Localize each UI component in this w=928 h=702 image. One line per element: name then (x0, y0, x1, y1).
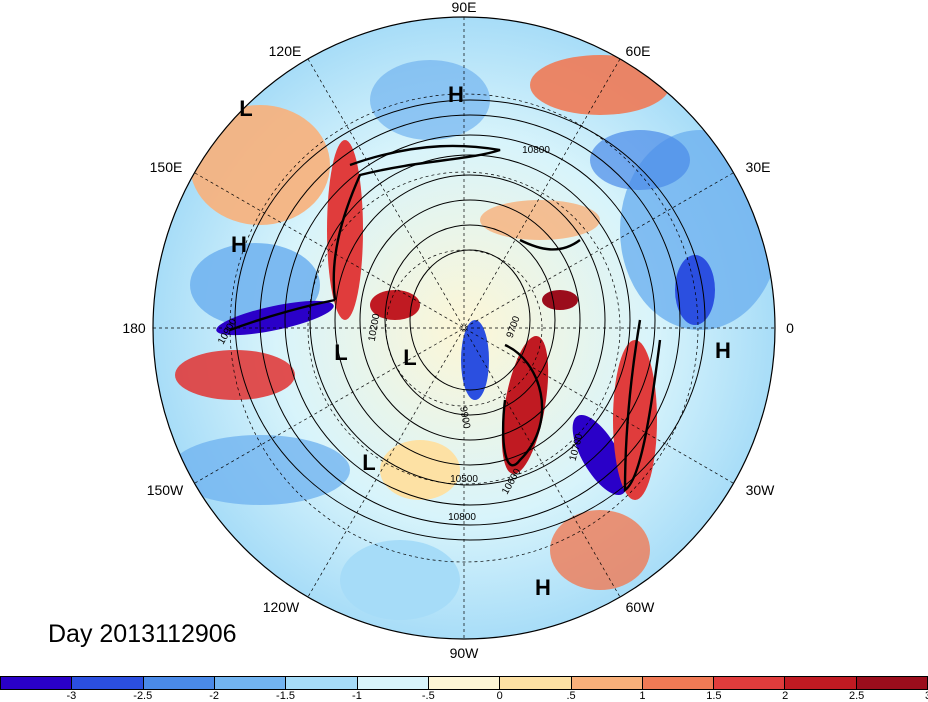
lon-label-120e: 120E (269, 43, 302, 59)
pressure-center-low: L (362, 450, 375, 475)
pressure-center-high: H (715, 338, 731, 363)
pressure-center-low: L (403, 345, 416, 370)
colorbar-swatch (500, 677, 572, 689)
pressure-center-high: H (448, 82, 464, 107)
lon-label-30e: 30E (746, 159, 771, 175)
colorbar-tick-label: 2.5 (848, 690, 865, 702)
colorbar-swatch (72, 677, 144, 689)
lon-label-180: 180 (122, 320, 146, 336)
colorbar-swatch (428, 677, 501, 689)
lon-label-90e: 90E (452, 0, 477, 15)
day-label: Day 2013112906 (48, 620, 237, 648)
lon-label-30w: 30W (746, 482, 776, 498)
lon-label-0: 0 (786, 320, 794, 336)
lon-label-150w: 150W (147, 482, 184, 498)
colorbar-tick-label: -.5 (421, 690, 435, 702)
colorbar-swatch (214, 677, 287, 689)
colorbar-swatch (714, 677, 786, 689)
colorbar-swatch (571, 677, 643, 689)
lon-label-90w: 90W (450, 645, 480, 661)
colorbar-tick-label: 1.5 (706, 690, 722, 702)
colorbar-tick-label: 1 (639, 690, 646, 702)
contour-label: 9900 (457, 406, 472, 430)
pressure-center-low: L (239, 96, 252, 121)
contour-label: 10500 (450, 474, 478, 485)
colorbar-tick-label: .5 (566, 690, 576, 702)
colorbar-tick-label: -2.5 (133, 690, 153, 702)
lon-label-60e: 60E (626, 43, 651, 59)
colorbar-swatch (785, 677, 857, 689)
colorbar-swatch (286, 677, 358, 689)
colorbar-swatch (1, 677, 73, 689)
colorbar-tick-label: 0 (496, 690, 503, 702)
lon-label-150e: 150E (150, 159, 183, 175)
colorbar-tick-label: -1.5 (276, 690, 296, 702)
colorbar-tick-label: 3 (925, 690, 928, 702)
colorbar-swatch (143, 677, 215, 689)
graticule (153, 17, 775, 639)
lon-label-120w: 120W (263, 599, 300, 615)
jet-contours (229, 144, 662, 493)
lon-label-60w: 60W (626, 599, 656, 615)
colorbar: -3 -2.5 -2 -1.5 -1 -.5 0 .5 1 1.5 2 2.5 3 (0, 676, 928, 702)
colorbar-tick-label: -2 (209, 690, 220, 702)
colorbar-swatches (0, 676, 928, 690)
contour-label: 10800 (448, 512, 476, 523)
pressure-center-low: L (334, 340, 347, 365)
colorbar-swatch (856, 677, 928, 689)
colorbar-swatch (642, 677, 715, 689)
contour-label: 10200 (367, 312, 383, 342)
colorbar-swatch (357, 677, 429, 689)
pressure-center-high: H (535, 575, 551, 600)
contour-label: 10800 (522, 145, 550, 156)
colorbar-tick-label: -3 (66, 690, 77, 702)
colorbar-tick-label: -1 (352, 690, 362, 702)
colorbar-tick-label: 2 (782, 690, 789, 702)
pressure-center-high: H (231, 232, 247, 257)
